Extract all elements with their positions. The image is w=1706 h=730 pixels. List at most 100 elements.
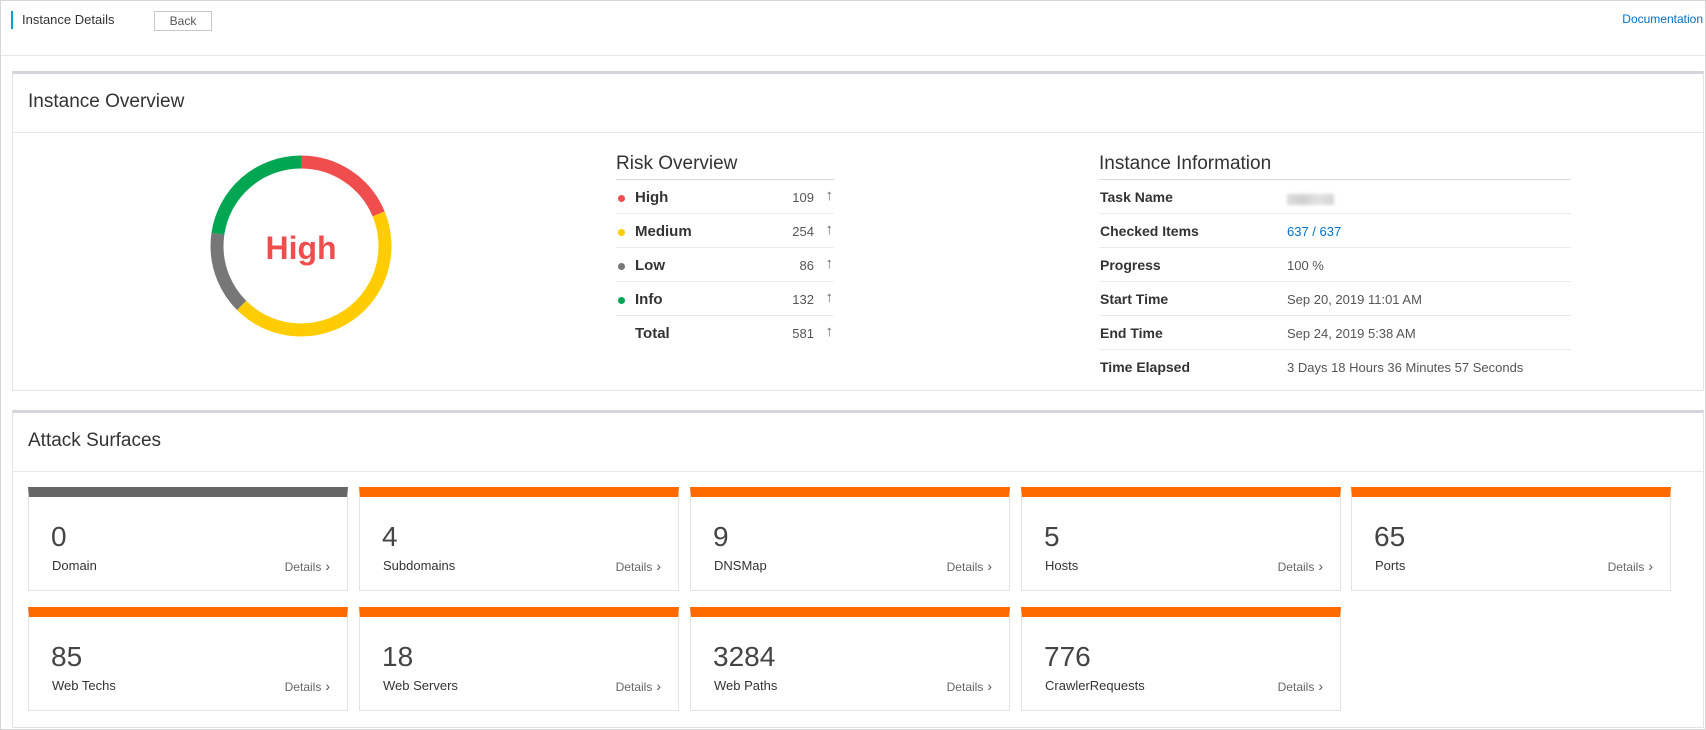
instance-information-title: Instance Information: [1099, 153, 1571, 180]
attack-card-hosts: 5 Hosts Details ›: [1021, 487, 1341, 591]
attack-card-subdomains: 4 Subdomains Details ›: [359, 487, 679, 591]
top-bar: Instance Details Back Documentation: [1, 1, 1705, 56]
details-link[interactable]: Details ›: [1278, 558, 1323, 574]
risk-count: 109: [792, 190, 814, 205]
risk-label: Low: [635, 257, 665, 274]
info-value: Sep 20, 2019 11:01 AM: [1287, 292, 1422, 307]
chevron-right-icon: ›: [325, 558, 330, 574]
details-link[interactable]: Details ›: [285, 558, 330, 574]
chevron-right-icon: ›: [1318, 678, 1323, 694]
details-link[interactable]: Details ›: [947, 678, 992, 694]
info-value: Sep 24, 2019 5:38 AM: [1287, 326, 1416, 341]
info-row-end-time: End Time Sep 24, 2019 5:38 AM: [1099, 316, 1571, 350]
title-accent-bar: [11, 11, 13, 29]
details-link[interactable]: Details ›: [616, 678, 661, 694]
attack-surfaces-header: Attack Surfaces: [13, 413, 1703, 472]
attack-card-domain: 0 Domain Details ›: [28, 487, 348, 591]
info-label: Task Name: [1100, 189, 1173, 205]
risk-label: Total: [635, 325, 670, 342]
up-arrow-icon: ↑: [825, 323, 834, 340]
risk-count: 254: [792, 224, 814, 239]
info-label: Time Elapsed: [1100, 359, 1191, 375]
card-count: 65: [1374, 521, 1406, 552]
card-count: 3284: [713, 641, 776, 672]
info-row-task-name: Task Name: [1099, 180, 1571, 214]
attack-card-web-servers: 18 Web Servers Details ›: [359, 607, 679, 711]
instance-overview-header: Instance Overview: [13, 74, 1703, 133]
details-label: Details: [1277, 560, 1315, 574]
redacted-task-name: [1287, 194, 1334, 205]
details-link[interactable]: Details ›: [616, 558, 661, 574]
risk-count: 86: [799, 258, 814, 273]
chevron-right-icon: ›: [1648, 558, 1653, 574]
chevron-right-icon: ›: [1318, 558, 1323, 574]
chevron-right-icon: ›: [987, 558, 992, 574]
up-arrow-icon: ↑: [825, 221, 834, 238]
card-label: CrawlerRequests: [1045, 678, 1145, 693]
card-label: Hosts: [1045, 558, 1079, 573]
details-label: Details: [1277, 680, 1315, 694]
details-link[interactable]: Details ›: [285, 678, 330, 694]
details-label: Details: [946, 560, 984, 574]
back-button[interactable]: Back: [154, 11, 212, 31]
info-row-progress: Progress 100 %: [1099, 248, 1571, 282]
attack-card-ports: 65 Ports Details ›: [1351, 487, 1671, 591]
page-title: Instance Details: [22, 12, 115, 27]
info-row-start-time: Start Time Sep 20, 2019 11:01 AM: [1099, 282, 1571, 316]
chevron-right-icon: ›: [325, 678, 330, 694]
donut-slice-low: [210, 155, 392, 337]
donut-segments: [210, 155, 392, 337]
info-label: End Time: [1100, 325, 1163, 341]
risk-label: High: [635, 189, 669, 206]
risk-row-medium: Medium 254 ↑: [616, 214, 834, 248]
details-link[interactable]: Details ›: [947, 558, 992, 574]
attack-card-crawler-requests: 776 CrawlerRequests Details ›: [1021, 607, 1341, 711]
risk-overview: Risk Overview High 109 ↑ Medium 254 ↑ Lo…: [616, 153, 834, 349]
risk-dot-high: [618, 195, 625, 202]
up-arrow-icon: ↑: [825, 187, 834, 204]
card-count: 4: [382, 521, 398, 552]
details-label: Details: [615, 680, 653, 694]
info-value: 3 Days 18 Hours 36 Minutes 57 Seconds: [1287, 360, 1524, 375]
details-link[interactable]: Details ›: [1278, 678, 1323, 694]
documentation-link[interactable]: Documentation: [1622, 12, 1703, 26]
risk-count: 581: [792, 326, 814, 341]
checked-items-link[interactable]: 637 / 637: [1287, 224, 1342, 239]
card-count: 9: [713, 521, 729, 552]
details-label: Details: [1607, 560, 1645, 574]
details-link[interactable]: Details ›: [1608, 558, 1653, 574]
instance-overview-title: Instance Overview: [28, 91, 185, 112]
card-label: Subdomains: [383, 558, 456, 573]
card-label: Web Paths: [714, 678, 778, 693]
details-label: Details: [284, 560, 322, 574]
risk-row-low: Low 86 ↑: [616, 248, 834, 282]
instance-overview-panel: Instance Overview: [12, 71, 1704, 391]
chevron-right-icon: ›: [656, 678, 661, 694]
risk-dot-info: [618, 297, 625, 304]
risk-row-total: Total 581 ↑: [616, 316, 834, 349]
donut-slice-medium: [210, 155, 392, 337]
info-row-checked-items: Checked Items 637 / 637: [1099, 214, 1571, 248]
card-label: Web Techs: [52, 678, 116, 693]
attack-surfaces-title: Attack Surfaces: [28, 430, 162, 451]
donut-center-label: High: [265, 230, 336, 266]
risk-row-info: Info 132 ↑: [616, 282, 834, 316]
chevron-right-icon: ›: [987, 678, 992, 694]
up-arrow-icon: ↑: [825, 255, 834, 272]
risk-label: Medium: [635, 223, 692, 240]
card-count: 85: [51, 641, 83, 672]
card-count: 0: [51, 521, 67, 552]
risk-dot-medium: [618, 229, 625, 236]
donut-slice-info: [210, 155, 392, 337]
risk-dot-low: [618, 263, 625, 270]
up-arrow-icon: ↑: [825, 289, 834, 306]
attack-card-web-paths: 3284 Web Paths Details ›: [690, 607, 1010, 711]
card-count: 776: [1044, 641, 1091, 672]
card-label: Ports: [1375, 558, 1406, 573]
card-label: DNSMap: [714, 558, 767, 573]
details-label: Details: [284, 680, 322, 694]
card-label: Domain: [52, 558, 97, 573]
details-label: Details: [615, 560, 653, 574]
risk-overview-title: Risk Overview: [616, 153, 834, 180]
